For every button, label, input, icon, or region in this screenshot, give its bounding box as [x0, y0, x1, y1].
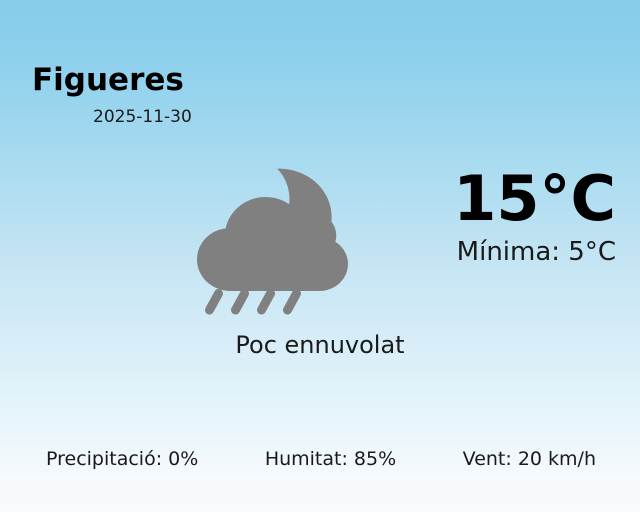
stat-wind: Vent: 20 km/h: [462, 448, 596, 470]
page-title: Figueres: [32, 62, 184, 98]
current-temperature: 15°C: [453, 162, 616, 235]
condition-text: Poc ennuvolat: [235, 331, 405, 359]
temperature-block: 15°C Mínima: 5°C: [453, 168, 616, 267]
stats-row: Precipitació: 0% Humitat: 85% Vent: 20 k…: [32, 448, 608, 470]
observation-date: 2025-11-30: [93, 107, 192, 127]
stat-humidity: Humitat: 85%: [264, 448, 397, 470]
stat-precipitation: Precipitació: 0%: [46, 448, 199, 470]
cloud-moon-rain-icon: [184, 166, 352, 316]
min-temperature: Mínima: 5°C: [456, 237, 616, 267]
